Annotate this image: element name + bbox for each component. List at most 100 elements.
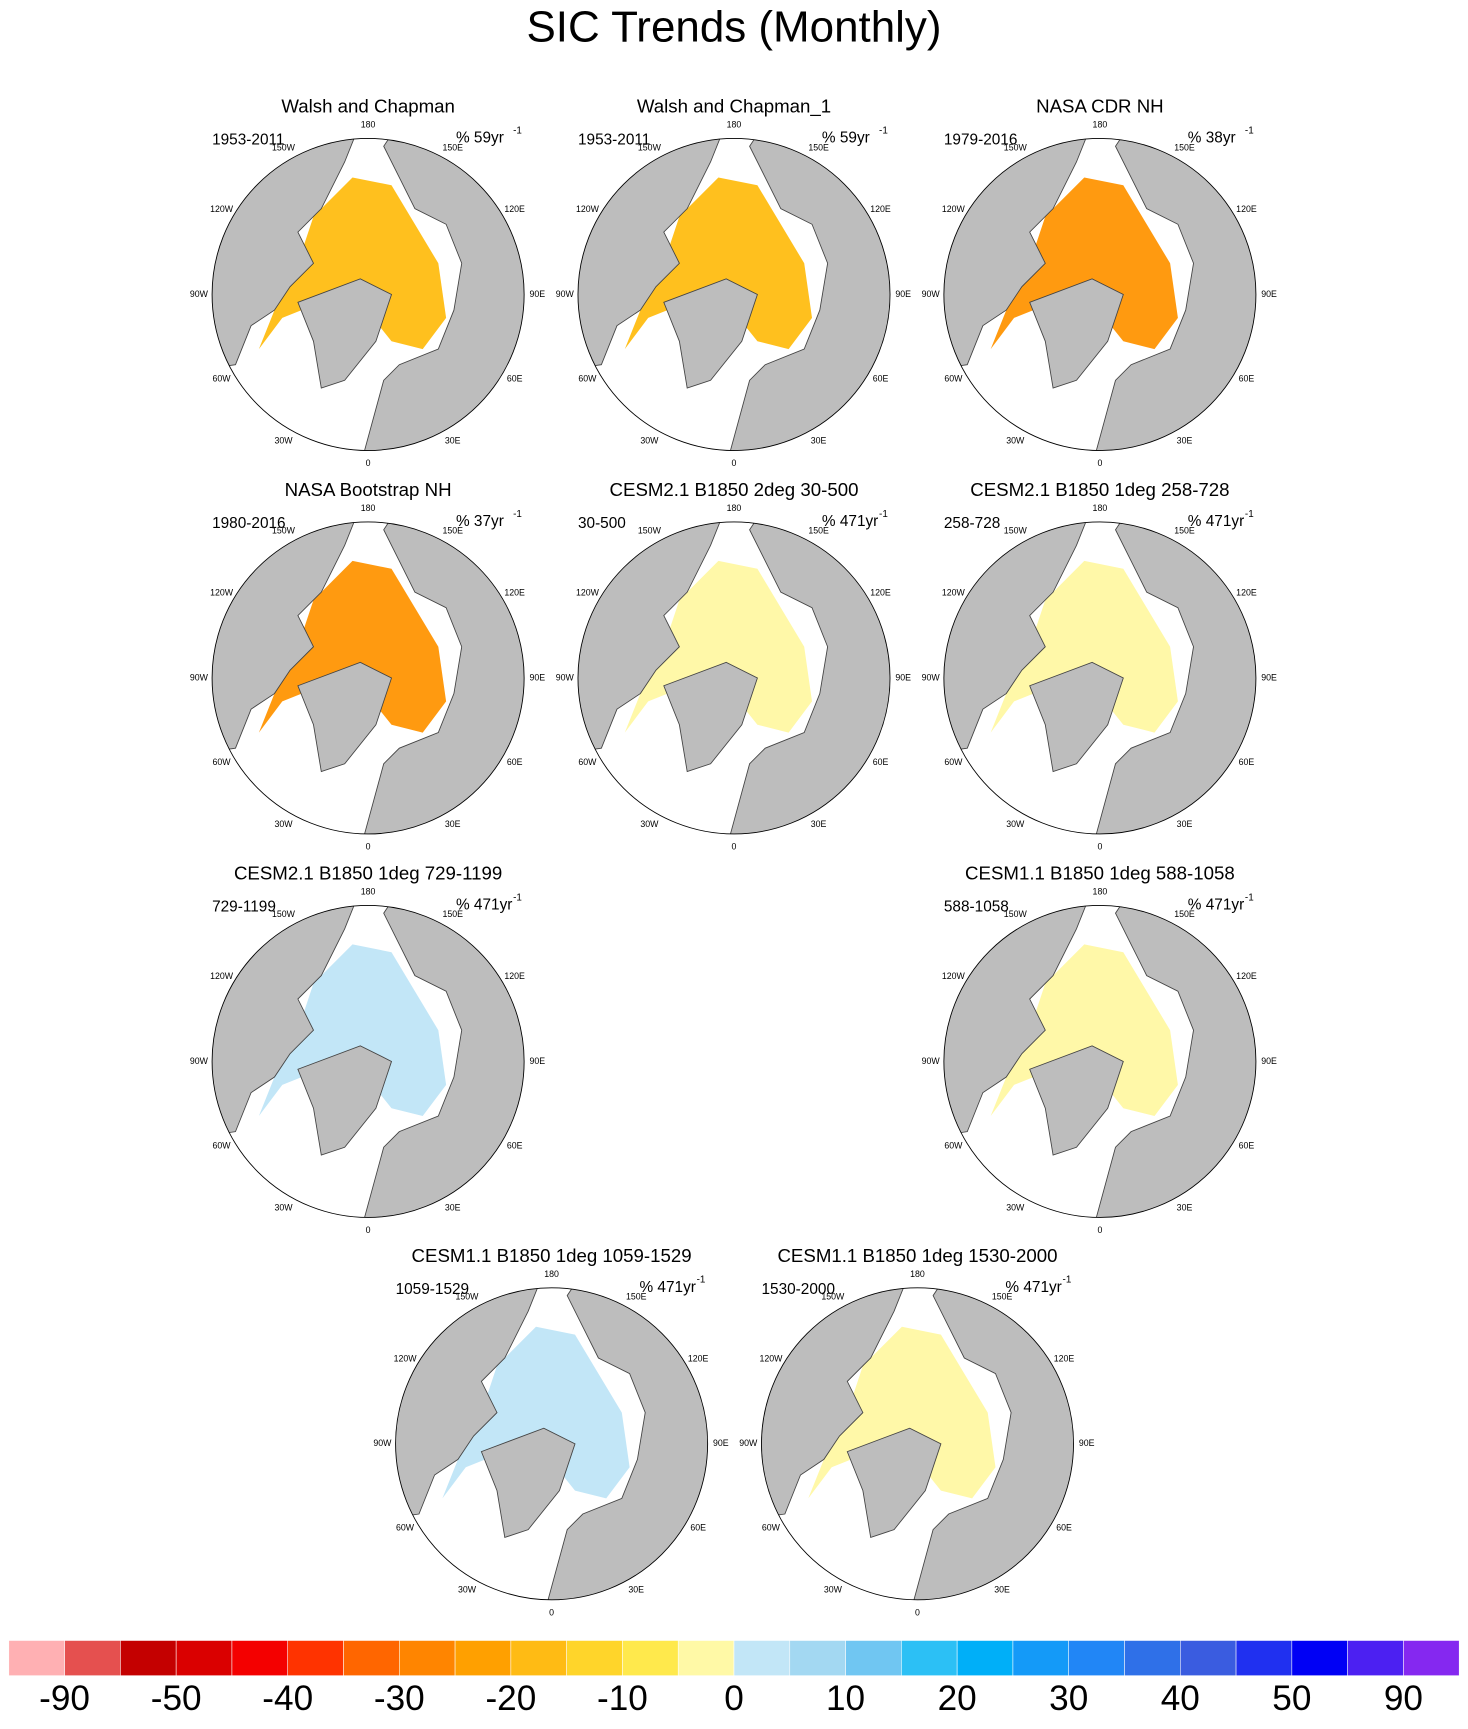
longitude-label: 30E bbox=[445, 1202, 461, 1212]
panel-units: % 59yr bbox=[456, 130, 504, 147]
longitude-label: 0 bbox=[366, 841, 371, 851]
longitude-label: 150E bbox=[626, 1292, 647, 1302]
longitude-label: 150W bbox=[1004, 142, 1028, 152]
panel-period: 729-1199 bbox=[212, 899, 276, 916]
land-greenland bbox=[663, 278, 758, 389]
longitude-label: 90W bbox=[922, 1056, 941, 1066]
map-body bbox=[577, 138, 891, 451]
longitude-label: 120W bbox=[210, 971, 234, 981]
map-body bbox=[943, 138, 1256, 451]
longitude-label: 150W bbox=[638, 142, 662, 152]
colorbar-label: 90 bbox=[1384, 1679, 1423, 1718]
panel-title: CESM2.1 B1850 1deg 729-1199 bbox=[234, 863, 502, 884]
longitude-label: 60W bbox=[578, 757, 597, 767]
panel-units: % 471yr bbox=[456, 896, 512, 913]
colorbar-box bbox=[1403, 1640, 1460, 1676]
longitude-label: 120W bbox=[759, 1354, 783, 1364]
longitude-label: 150E bbox=[1174, 909, 1195, 919]
map-border bbox=[943, 138, 1257, 451]
colorbar-box bbox=[566, 1640, 623, 1676]
longitude-label: 120W bbox=[942, 588, 966, 598]
longitude-label: 180 bbox=[361, 887, 376, 897]
colorbar-box bbox=[287, 1640, 344, 1676]
longitude-label: 90W bbox=[373, 1438, 392, 1448]
longitude-label: 60W bbox=[762, 1523, 781, 1533]
colorbar-box bbox=[343, 1640, 400, 1676]
land-greenland bbox=[1029, 1045, 1124, 1156]
map-panel: CESM2.1 B1850 1deg 729-1199 729-1199 % 471… bbox=[190, 863, 545, 1235]
longitude-label: 180 bbox=[1093, 120, 1108, 130]
panel-units: % 471yr bbox=[1188, 896, 1244, 913]
longitude-label: 120W bbox=[576, 204, 600, 214]
panel-units-sup: -1 bbox=[1245, 892, 1254, 903]
longitude-label: 60E bbox=[873, 373, 889, 383]
longitude-label: 90W bbox=[190, 1056, 209, 1066]
colorbar-box bbox=[510, 1640, 567, 1676]
longitude-label: 0 bbox=[732, 458, 737, 468]
panel-units-sup: -1 bbox=[1245, 125, 1254, 136]
longitude-label: 30E bbox=[445, 819, 461, 829]
colorbar-box bbox=[677, 1640, 735, 1676]
map-panel: Walsh and Chapman 1953-2011 % 59yr -1 180 150… bbox=[190, 96, 545, 468]
longitude-label: 150W bbox=[821, 1292, 845, 1302]
longitude-label: 90E bbox=[1261, 289, 1277, 299]
longitude-label: 90W bbox=[556, 672, 575, 682]
longitude-label: 60E bbox=[507, 373, 523, 383]
colorbar-box bbox=[1235, 1640, 1293, 1676]
longitude-label: 120E bbox=[870, 204, 891, 214]
map-body bbox=[212, 138, 525, 451]
map-border bbox=[761, 1287, 1074, 1601]
longitude-label: 30W bbox=[640, 819, 659, 829]
longitude-label: 150W bbox=[1004, 909, 1028, 919]
longitude-label: 30W bbox=[1006, 435, 1025, 445]
map-body bbox=[943, 521, 1256, 834]
longitude-label: 30E bbox=[1177, 819, 1193, 829]
colorbar-box bbox=[1068, 1640, 1125, 1676]
land-greenland bbox=[1029, 661, 1124, 773]
colorbar-box bbox=[120, 1640, 177, 1676]
longitude-label: 150E bbox=[442, 142, 463, 152]
longitude-label: 180 bbox=[1093, 887, 1108, 897]
land-greenland bbox=[297, 1045, 393, 1156]
longitude-label: 120W bbox=[942, 204, 966, 214]
longitude-label: 120W bbox=[576, 588, 600, 598]
panel-period: 588-1058 bbox=[944, 899, 1009, 916]
land-greenland bbox=[480, 1427, 576, 1539]
land-greenland bbox=[297, 661, 393, 773]
longitude-label: 90E bbox=[1079, 1438, 1095, 1448]
colorbar-label: -20 bbox=[485, 1679, 536, 1718]
longitude-label: 150W bbox=[272, 909, 296, 919]
map-panel: NASA CDR NH 1979-2016 % 38yr -1 180 150E 120E 9… bbox=[922, 96, 1277, 468]
map-panel: Walsh and Chapman_1 1953-2011 % 59yr -1 180 1… bbox=[556, 96, 911, 468]
panel-units: % 59yr bbox=[822, 130, 870, 147]
panel-units-sup: -1 bbox=[513, 892, 522, 903]
longitude-label: 0 bbox=[549, 1607, 554, 1617]
longitude-label: 180 bbox=[910, 1269, 925, 1279]
longitude-label: 90E bbox=[895, 289, 911, 299]
longitude-label: 180 bbox=[727, 503, 742, 513]
colorbar-box bbox=[901, 1640, 958, 1676]
colorbar-box bbox=[789, 1640, 846, 1676]
longitude-label: 30E bbox=[811, 435, 827, 445]
longitude-label: 30W bbox=[458, 1585, 477, 1595]
longitude-label: 150W bbox=[1004, 526, 1028, 536]
longitude-label: 0 bbox=[1097, 458, 1102, 468]
panel-units-sup: -1 bbox=[879, 125, 888, 136]
colorbar-label: -10 bbox=[597, 1679, 648, 1718]
longitude-label: 0 bbox=[1097, 1225, 1102, 1235]
longitude-label: 60W bbox=[944, 373, 963, 383]
longitude-label: 60E bbox=[1239, 1140, 1255, 1150]
longitude-label: 90E bbox=[1261, 672, 1277, 682]
panel-units-sup: -1 bbox=[1063, 1275, 1072, 1286]
longitude-label: 0 bbox=[366, 1225, 371, 1235]
longitude-label: 90W bbox=[190, 672, 209, 682]
panel-units-sup: -1 bbox=[513, 125, 522, 136]
longitude-label: 120E bbox=[504, 588, 525, 598]
map-border bbox=[943, 521, 1257, 835]
land-greenland bbox=[1029, 278, 1124, 389]
land-greenland bbox=[846, 1427, 942, 1539]
panel-title: CESM1.1 B1850 1deg 1530-2000 bbox=[777, 1245, 1057, 1266]
colorbar-label: -50 bbox=[151, 1679, 202, 1718]
longitude-label: 120E bbox=[1236, 204, 1257, 214]
map-panel: CESM1.1 B1850 1deg 588-1058 588-1058 % 471… bbox=[922, 863, 1277, 1235]
